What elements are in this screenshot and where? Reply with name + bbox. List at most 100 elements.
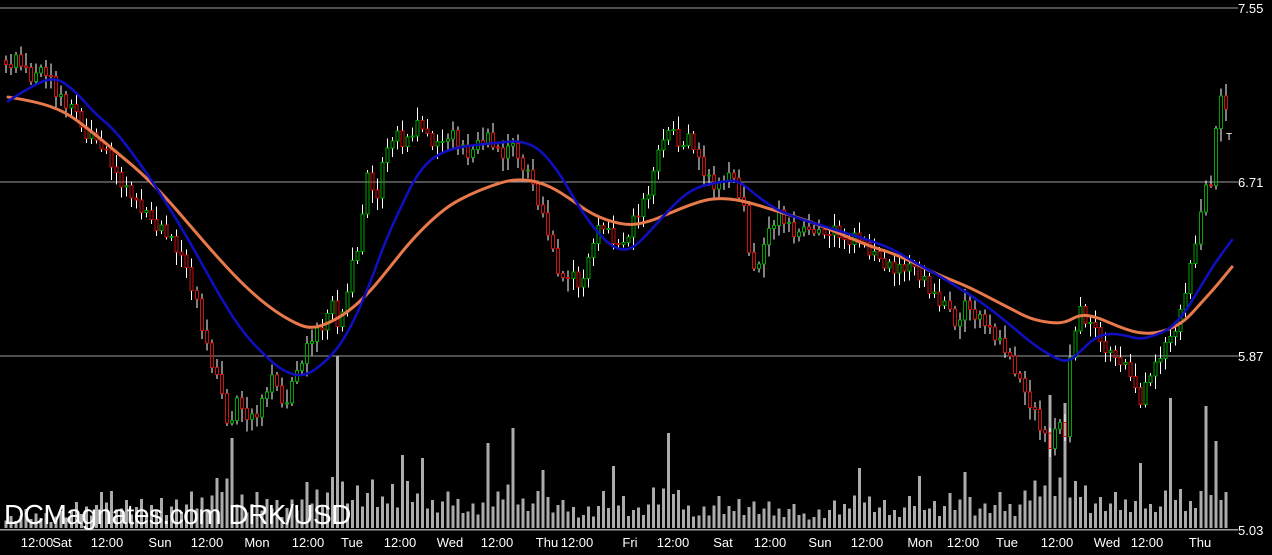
candle-up [1188,262,1193,295]
candle-down [601,225,606,230]
candle-down [255,413,259,418]
volume-bar [501,499,505,528]
volume-bar [155,509,159,528]
volume-bar [1008,503,1012,528]
candle-up [621,241,626,245]
volume-bar [114,509,118,528]
volume-bar [928,508,932,528]
volume-bar [69,511,73,528]
volume-bar [466,511,470,528]
volume-bar [270,508,274,528]
volume-bar [145,514,149,528]
volume-bar [335,356,339,528]
volume-bar [109,491,113,528]
candle-up [767,228,772,246]
volume-bar [496,491,500,528]
candle-down [420,120,425,130]
volume-bar [165,515,169,528]
volume-bar [737,499,741,528]
candle-up [385,147,390,164]
candle-down [490,132,495,148]
volume-bar [1209,494,1213,528]
volume-bar [687,505,691,528]
candle-down [1093,321,1098,329]
volume-bar [747,506,751,528]
candle-up [1158,357,1163,363]
volume-bar [1073,480,1077,528]
candle-up [39,66,44,74]
volume-bar [968,497,972,528]
candle-down [1013,355,1018,375]
candle-down [495,146,500,149]
volume-bar [973,515,977,528]
volume-bar [64,517,68,528]
volume-bar [84,506,88,528]
volume-bar [722,513,726,528]
volume-bar [546,496,550,528]
candle-down [194,290,199,300]
volume-bar [958,499,962,528]
volume-bar [315,489,319,528]
volume-bar [1028,500,1032,528]
candle-up [942,300,947,307]
volume-bar [888,514,892,528]
volume-bar [1093,503,1097,528]
candle-up [511,142,516,147]
volume-bar [406,481,410,528]
volume-bar [416,493,420,528]
candle-up [405,136,410,148]
candle-down [566,277,571,280]
candle-down [214,367,219,375]
time-label: Sat [52,535,72,550]
time-label: 12:00 [292,535,325,550]
volume-bar [787,508,791,528]
volume-bar [1128,512,1132,528]
candle-down [134,197,139,201]
candle-down [676,129,681,147]
candle-up [962,300,967,321]
volume-bar [1174,499,1178,528]
volume-bar [325,492,329,528]
volume-bar [852,495,856,528]
candle-up [144,210,149,213]
volume-bar [135,506,139,528]
candle-down [239,397,244,410]
volume-bar [411,502,415,528]
volume-bar [275,500,279,528]
candle-down [1048,432,1053,449]
volume-bar [1013,516,1017,528]
candle-down [751,251,756,269]
volume-bar [712,505,716,528]
volume-bar [672,493,676,528]
time-label: 12:00 [561,535,594,550]
volume-bar [521,498,525,528]
volume-bar [616,505,620,528]
volume-bar [436,512,440,528]
volume-bar [1144,508,1148,528]
volume-bar [19,515,23,528]
candle-up [440,140,445,143]
volume-bar [1083,485,1087,528]
volume-bar [601,490,605,528]
volume-bar [807,519,811,528]
time-label: 12:00 [1041,535,1074,550]
candle-down [24,65,29,68]
volume-bar [953,509,957,528]
candle-down [616,243,621,246]
candle-down [400,130,405,148]
candle-up [260,397,265,418]
volume-bar [526,511,530,528]
time-label: Wed [437,535,464,550]
time-label: Thu [1189,535,1211,550]
candle-up [666,130,671,141]
candle-up [415,120,420,137]
volume-bar [1169,398,1173,528]
candle-up [285,402,290,405]
candle-down [917,265,922,281]
ma-slow-line [6,95,1234,335]
volume-bar [561,499,565,528]
volume-bar [195,508,199,528]
candle-down [611,228,616,245]
candle-down [882,258,887,269]
